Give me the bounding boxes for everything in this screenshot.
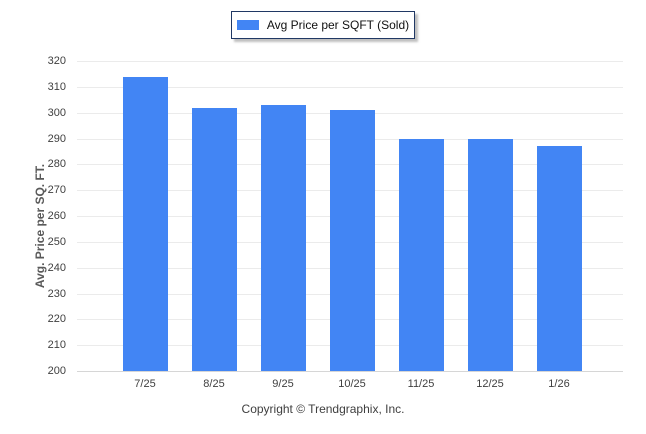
bar-10-25 bbox=[329, 110, 375, 371]
y-tick-label: 280 bbox=[47, 158, 66, 171]
x-tick-label: 10/25 bbox=[338, 378, 366, 390]
y-tick-label: 230 bbox=[47, 287, 66, 300]
bar-7-25 bbox=[122, 76, 168, 371]
bar-8-25 bbox=[191, 107, 237, 371]
y-tick-label: 210 bbox=[47, 339, 66, 352]
y-tick-label: 290 bbox=[47, 132, 66, 145]
legend: Avg Price per SQFT (Sold) bbox=[231, 11, 415, 39]
x-tick-label: 7/25 bbox=[134, 378, 156, 390]
y-tick-label: 220 bbox=[47, 313, 66, 326]
x-tick-label: 12/25 bbox=[476, 378, 504, 390]
y-tick-label: 270 bbox=[47, 184, 66, 197]
x-tick-label: 11/25 bbox=[407, 378, 435, 390]
gridline bbox=[77, 61, 623, 62]
x-axis-line bbox=[77, 371, 623, 372]
y-tick-label: 320 bbox=[47, 55, 66, 67]
x-tick-label: 9/25 bbox=[272, 378, 294, 390]
y-tick-label: 200 bbox=[47, 365, 66, 377]
bar-1-26 bbox=[536, 146, 582, 371]
y-tick-label: 260 bbox=[47, 210, 66, 222]
bar-9-25 bbox=[260, 104, 306, 371]
y-tick-label: 310 bbox=[47, 80, 66, 93]
legend-swatch bbox=[236, 20, 259, 30]
y-tick-label: 240 bbox=[47, 261, 66, 274]
copyright-text: Copyright © Trendgraphix, Inc. bbox=[241, 402, 405, 416]
bar-12-25 bbox=[467, 138, 513, 371]
x-tick-label: 1/26 bbox=[548, 378, 570, 390]
gridline bbox=[77, 86, 623, 88]
bar-11-25 bbox=[398, 138, 444, 371]
plot-area bbox=[77, 61, 623, 372]
y-tick-label: 300 bbox=[47, 106, 66, 119]
x-tick-label: 8/25 bbox=[203, 378, 225, 390]
legend-label: Avg Price per SQFT (Sold) bbox=[266, 18, 410, 32]
y-tick-label: 250 bbox=[47, 235, 66, 248]
